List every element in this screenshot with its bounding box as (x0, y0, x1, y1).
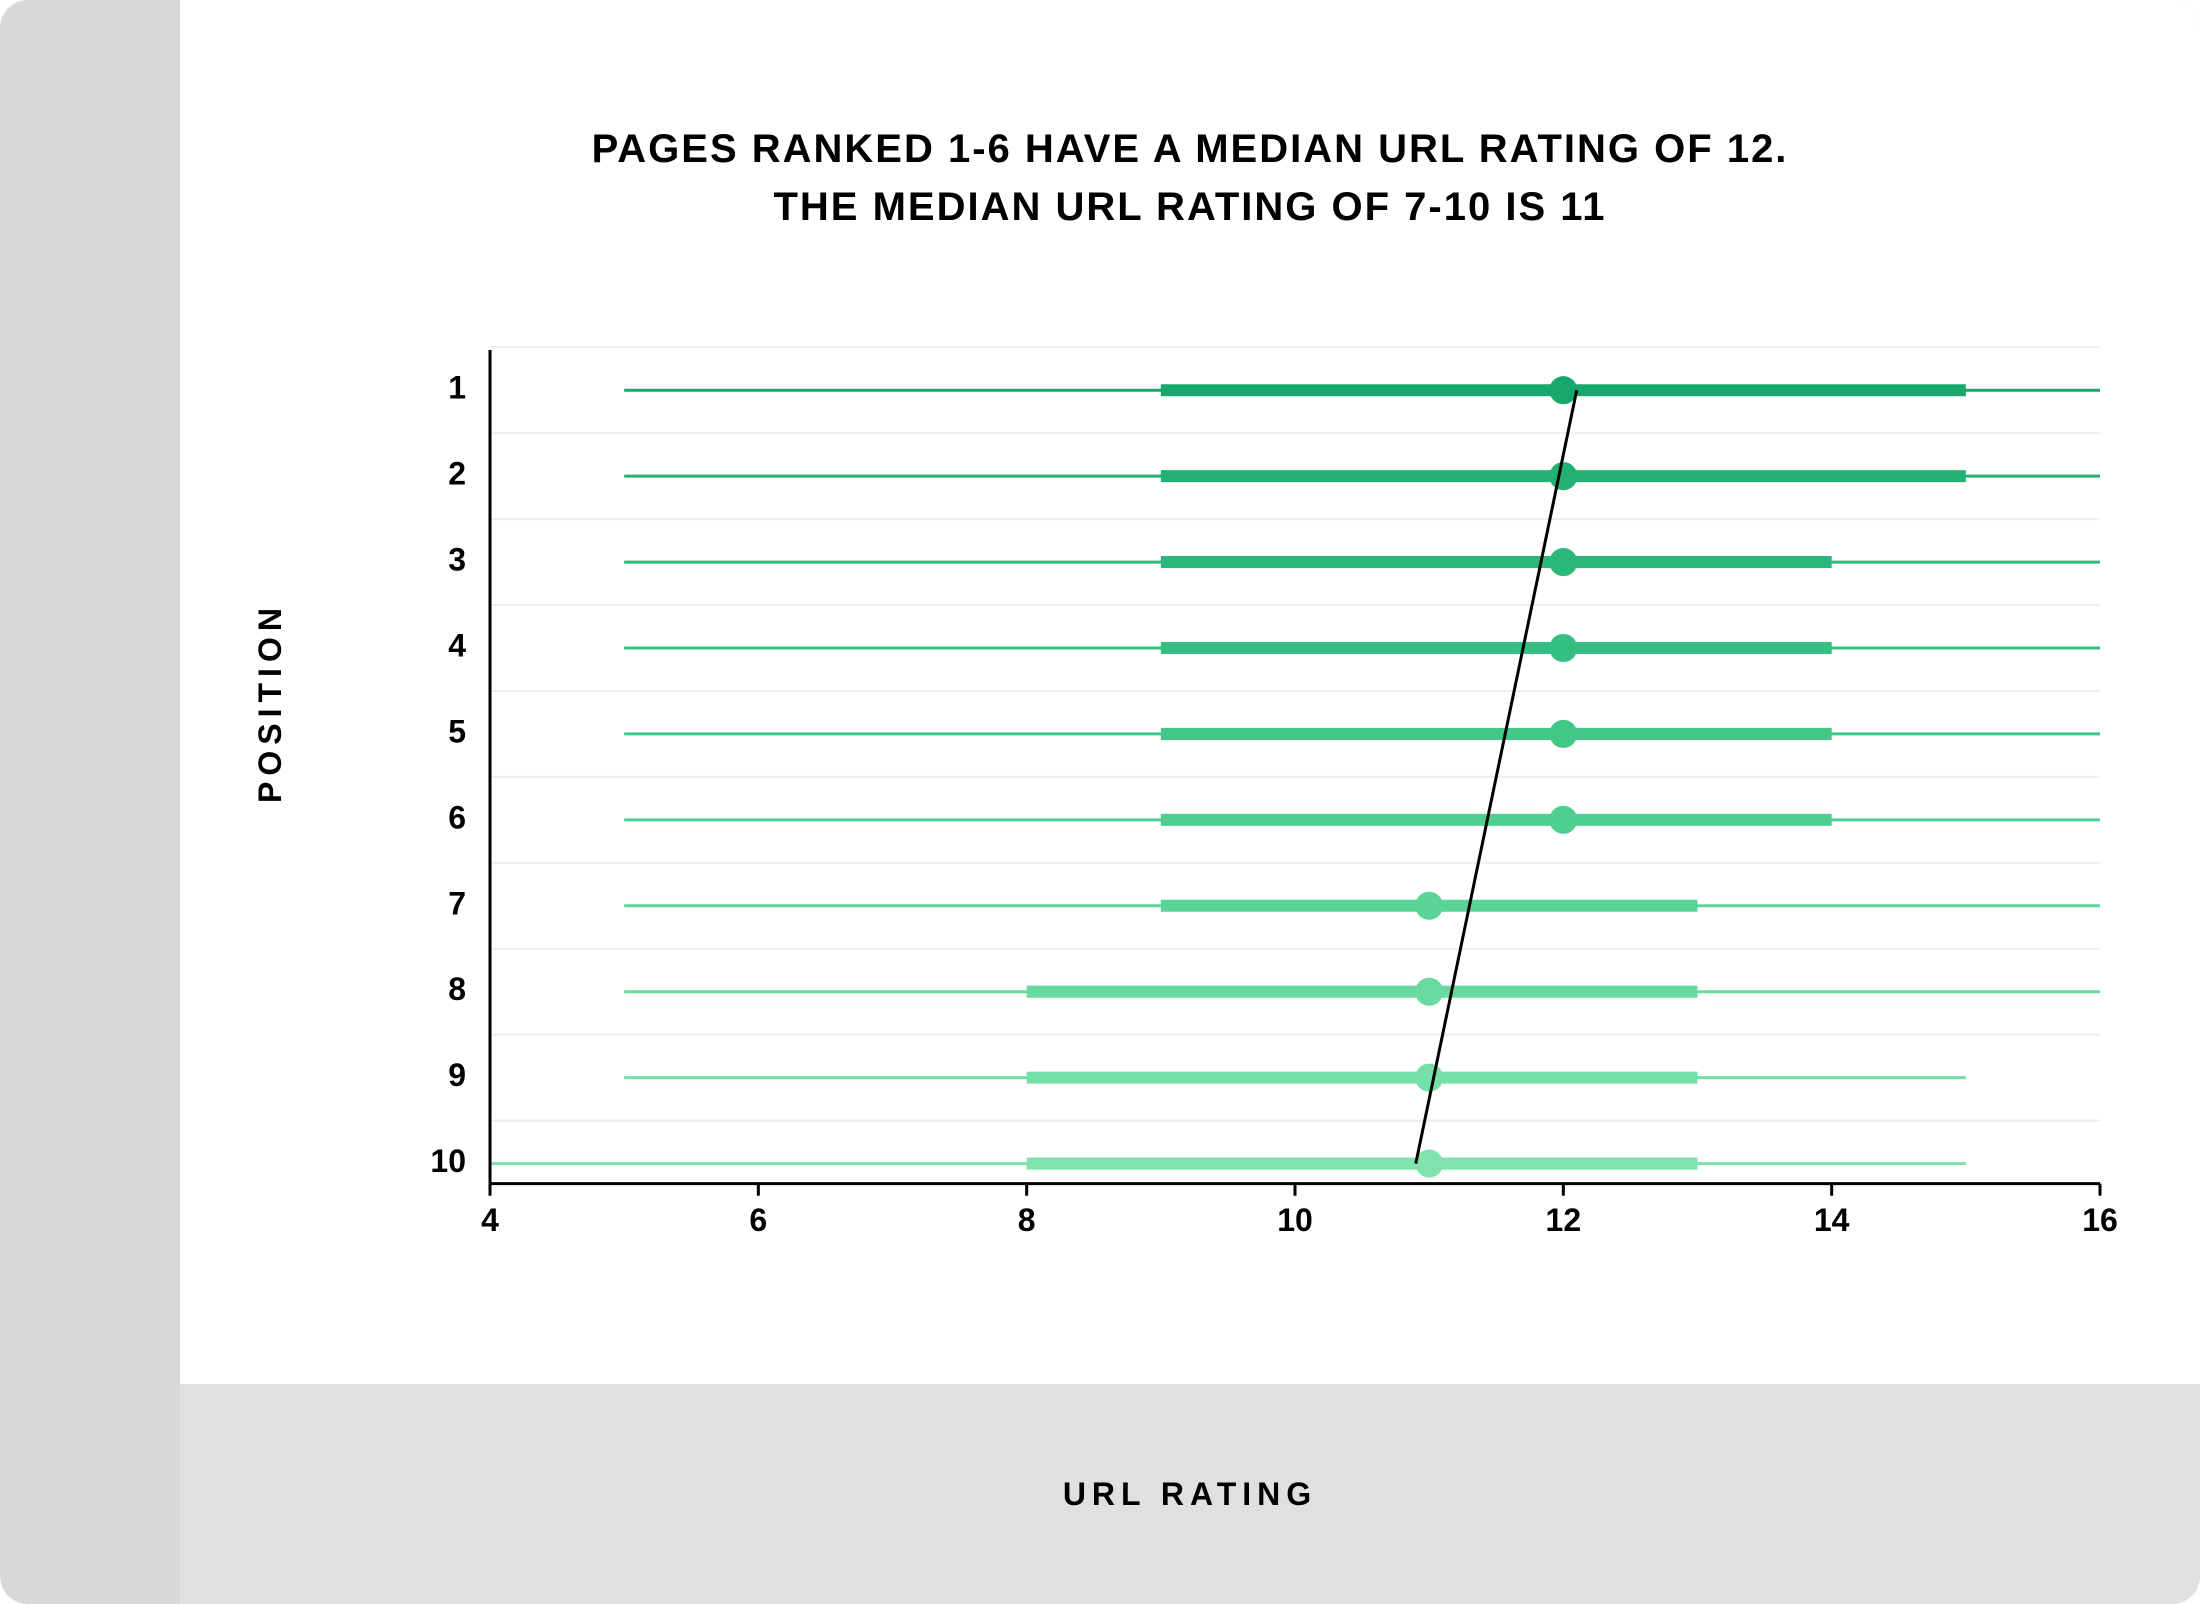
median-marker (1415, 978, 1443, 1006)
x-tick-label: 4 (481, 1202, 499, 1238)
median-marker (1549, 806, 1577, 834)
x-axis-label-bar: URL RATING (180, 1384, 2200, 1604)
y-tick-label: 1 (448, 370, 466, 406)
y-tick-label: 7 (448, 885, 466, 921)
chart-svg: 1234567891046810121416 (360, 340, 2120, 1264)
x-tick-label: 6 (749, 1202, 767, 1238)
median-marker (1415, 1150, 1443, 1178)
median-marker (1549, 720, 1577, 748)
y-axis-label: POSITION (252, 602, 289, 803)
x-tick-label: 10 (1277, 1202, 1313, 1238)
y-tick-label: 9 (448, 1057, 466, 1093)
y-tick-label: 3 (448, 541, 466, 577)
y-tick-label: 2 (448, 456, 466, 492)
chart-card: PAGES RANKED 1-6 HAVE A MEDIAN URL RATIN… (180, 0, 2200, 1384)
chart-title-line-2: THE MEDIAN URL RATING OF 7-10 IS 11 (773, 185, 1606, 229)
median-marker (1415, 892, 1443, 920)
plot-area: 1234567891046810121416 (360, 340, 2120, 1264)
y-tick-label: 6 (448, 799, 466, 835)
median-marker (1549, 634, 1577, 662)
chart-title: PAGES RANKED 1-6 HAVE A MEDIAN URL RATIN… (180, 120, 2200, 236)
x-axis-label: URL RATING (1063, 1476, 1317, 1513)
y-tick-label: 4 (448, 627, 466, 663)
y-axis-label-container: POSITION (240, 340, 300, 1064)
median-marker (1549, 376, 1577, 404)
x-tick-label: 8 (1018, 1202, 1036, 1238)
median-marker (1415, 1064, 1443, 1092)
outer-frame: PAGES RANKED 1-6 HAVE A MEDIAN URL RATIN… (0, 0, 2200, 1604)
x-tick-label: 16 (2082, 1202, 2118, 1238)
x-tick-label: 14 (1814, 1202, 1850, 1238)
x-tick-label: 12 (1546, 1202, 1582, 1238)
median-marker (1549, 462, 1577, 490)
y-tick-label: 5 (448, 713, 466, 749)
y-tick-label: 10 (430, 1143, 466, 1179)
y-tick-label: 8 (448, 971, 466, 1007)
chart-title-line-1: PAGES RANKED 1-6 HAVE A MEDIAN URL RATIN… (592, 127, 1789, 171)
median-marker (1549, 548, 1577, 576)
